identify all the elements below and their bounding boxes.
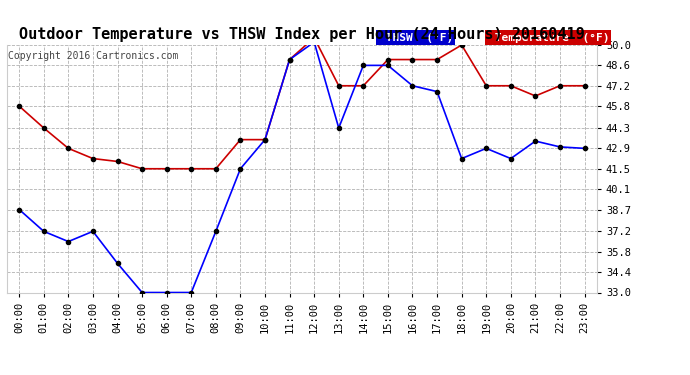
Text: THSW  (°F): THSW (°F) — [379, 33, 453, 42]
Text: Copyright 2016 Cartronics.com: Copyright 2016 Cartronics.com — [8, 51, 179, 61]
Text: Temperature  (°F): Temperature (°F) — [488, 33, 609, 42]
Title: Outdoor Temperature vs THSW Index per Hour (24 Hours) 20160419: Outdoor Temperature vs THSW Index per Ho… — [19, 27, 584, 42]
